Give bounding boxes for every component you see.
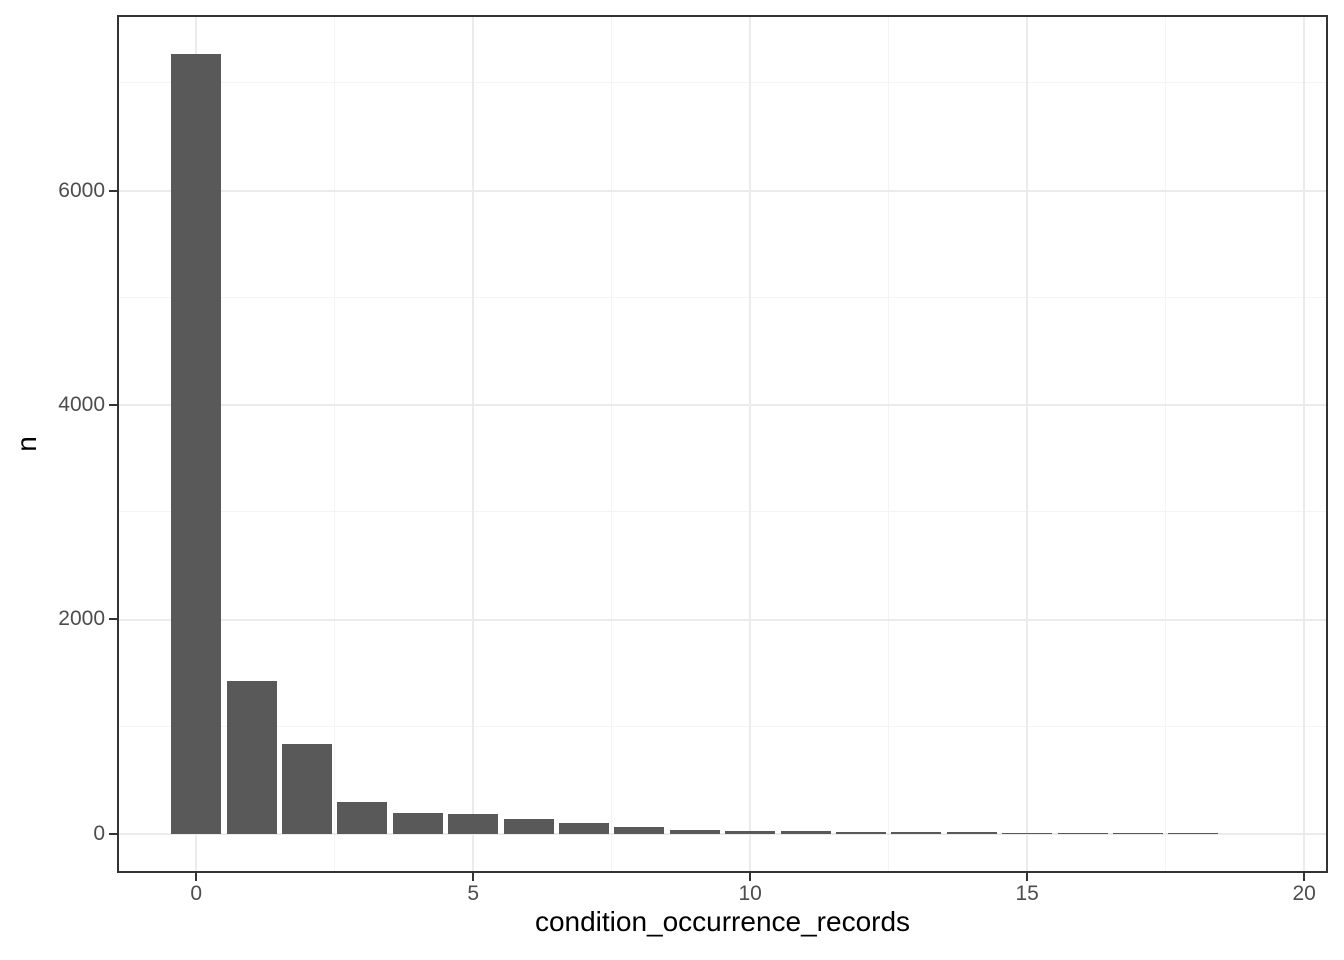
histogram-bar <box>1057 833 1108 834</box>
y-tick-label: 2000 <box>58 607 105 631</box>
histogram-bar <box>1168 833 1219 834</box>
histogram-bar <box>780 831 831 834</box>
histogram-bar <box>836 831 886 834</box>
x-tick-label: 5 <box>467 882 480 905</box>
gridline-x-minor <box>888 15 890 873</box>
y-tick-label: 6000 <box>58 178 105 202</box>
histogram-bar <box>282 744 332 834</box>
plot-panel <box>117 15 1328 873</box>
histogram-bar <box>891 831 942 834</box>
histogram-bar <box>1113 833 1163 834</box>
histogram-bar <box>226 680 277 834</box>
x-tick-label: 15 <box>1015 882 1039 905</box>
gridline-x-major <box>1303 15 1306 873</box>
histogram-bar <box>448 813 499 834</box>
gridline-x-minor <box>1165 15 1167 873</box>
y-tick-mark <box>109 618 117 621</box>
histogram-bar <box>946 831 997 834</box>
x-tick-mark <box>1026 873 1029 881</box>
histogram-bar <box>614 827 665 834</box>
x-axis-title: condition_occurrence_records <box>534 906 911 937</box>
histogram-bar <box>503 818 554 834</box>
y-axis-title: n <box>11 436 42 452</box>
x-tick-mark <box>195 873 198 881</box>
x-tick-mark <box>1303 873 1306 881</box>
histogram-bar <box>669 830 720 834</box>
gridline-y-minor <box>117 296 1328 298</box>
gridline-y-minor <box>117 511 1328 513</box>
x-tick-mark <box>749 873 752 881</box>
gridline-y-major <box>117 404 1328 407</box>
gridline-x-major <box>472 15 475 873</box>
x-tick-mark <box>472 873 475 881</box>
gridline-x-minor <box>334 15 336 873</box>
x-tick-label: 20 <box>1292 882 1316 905</box>
gridline-y-minor <box>117 725 1328 727</box>
gridline-x-major <box>749 15 752 873</box>
y-tick-mark <box>109 832 117 835</box>
gridline-y-minor <box>117 82 1328 84</box>
histogram-bar <box>725 831 776 834</box>
y-tick-label: 4000 <box>58 393 105 417</box>
x-tick-label: 0 <box>190 882 203 905</box>
gridline-x-minor <box>611 15 613 873</box>
y-tick-mark <box>109 404 117 407</box>
histogram-bar <box>337 802 388 834</box>
histogram-bar <box>171 54 222 834</box>
gridline-x-major <box>1026 15 1029 873</box>
gridline-y-major <box>117 189 1328 192</box>
gridline-y-major <box>117 618 1328 621</box>
gridline-y-major <box>117 832 1328 835</box>
histogram-bar <box>1002 832 1053 834</box>
y-tick-label: 0 <box>93 821 105 845</box>
histogram-bar <box>392 812 443 834</box>
x-tick-label: 10 <box>738 882 762 905</box>
histogram-bar <box>559 822 609 834</box>
y-tick-mark <box>109 189 117 192</box>
